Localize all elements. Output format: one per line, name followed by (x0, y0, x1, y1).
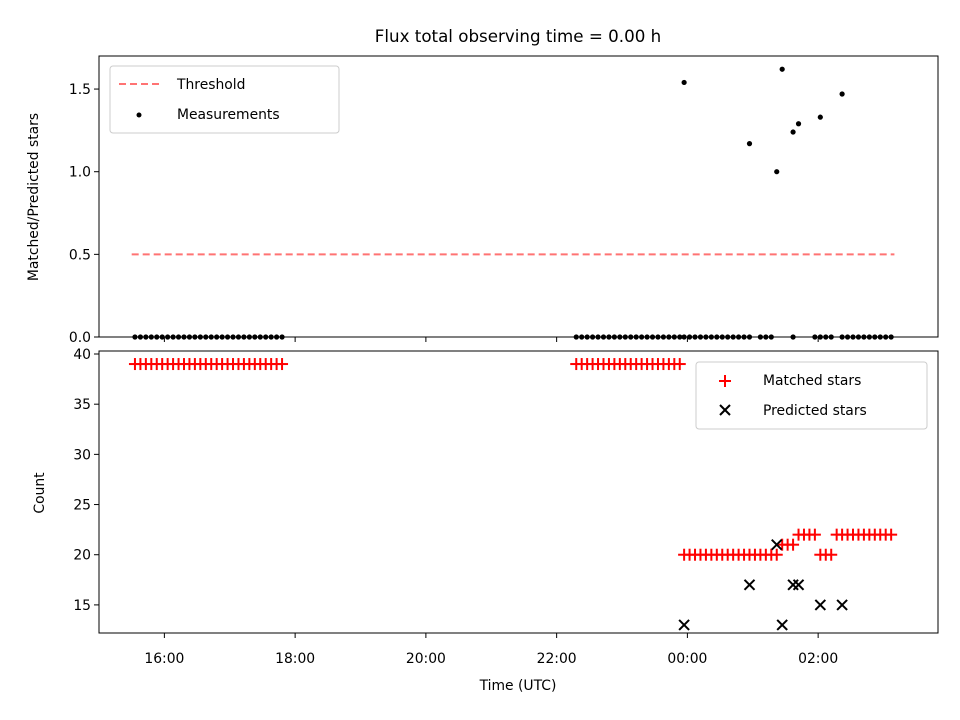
matched-star-point (825, 548, 838, 561)
top-y-tick-label: 0.5 (69, 247, 91, 263)
matched-star-points (128, 358, 898, 561)
bottom-x-tick-label: 00:00 (667, 651, 707, 667)
bottom-y-tick-label: 40 (73, 347, 91, 363)
bottom-y-tick-label: 25 (73, 498, 91, 514)
top-y-ticks: 0.0 0.5 1.0 1.5 (69, 82, 99, 346)
bottom-x-ticks: 16:00 18:00 20:00 22:00 00:00 02:00 (144, 633, 838, 667)
bottom-x-tick-label: 20:00 (406, 651, 446, 667)
predicted-star-point (814, 599, 827, 611)
predicted-star-point (678, 619, 690, 631)
x-axis-label: Time (UTC) (479, 678, 557, 694)
matched-star-point (885, 528, 898, 541)
predicted-star-point (792, 579, 805, 591)
threshold-legend-label: Threshold (176, 77, 245, 93)
bottom-y-tick-label: 20 (73, 548, 91, 564)
chart-title: Flux total observing time = 0.00 h (375, 26, 661, 46)
matched-legend-label: Matched stars (763, 373, 861, 389)
measurements-legend-label: Measurements (177, 107, 280, 123)
predicted-star-points (678, 538, 848, 631)
top-panel: Flux total observing time = 0.00 h Match… (26, 26, 939, 346)
bottom-x-tick-label: 02:00 (798, 651, 838, 667)
top-plot-frame (98, 55, 939, 338)
matched-star-point (673, 358, 686, 371)
bottom-legend-box (695, 361, 928, 430)
predicted-star-point (771, 538, 783, 551)
top-legend-box (109, 65, 340, 134)
matched-star-point (770, 548, 783, 561)
bottom-x-tick-label: 22:00 (537, 651, 577, 667)
measurement-point (779, 66, 785, 72)
bottom-y-tick-label: 15 (73, 598, 91, 614)
bottom-x-tick-label: 16:00 (144, 651, 184, 667)
predicted-star-point (743, 579, 756, 591)
top-y-tick-label: 0.0 (69, 330, 91, 346)
bottom-plot-frame (98, 350, 939, 634)
bottom-x-tick-label: 18:00 (275, 651, 315, 667)
measurement-point (746, 141, 753, 147)
bottom-y-ticks: 15 20 25 30 35 40 (73, 347, 99, 614)
measurement-point (839, 91, 845, 97)
bottom-y-axis-label: Count (32, 472, 48, 514)
bottom-y-tick-label: 30 (73, 447, 91, 463)
matched-star-point (276, 358, 289, 371)
matched-star-point (787, 538, 800, 551)
predicted-legend-swatch (719, 404, 731, 416)
predicted-star-point (836, 599, 848, 611)
top-x-ticks (163, 337, 819, 342)
measurement-point (795, 121, 802, 127)
measurement-points (132, 66, 894, 340)
measurement-point (790, 129, 796, 135)
measurement-point (681, 79, 687, 86)
measurement-point (774, 169, 780, 175)
predicted-legend-label: Predicted stars (763, 403, 867, 419)
bottom-y-tick-label: 35 (73, 397, 91, 413)
predicted-star-point (776, 619, 788, 631)
measurement-point (817, 114, 823, 120)
top-y-tick-label: 1.5 (69, 82, 91, 98)
top-legend: Threshold Measurements (109, 65, 340, 134)
measurements-legend-swatch (136, 112, 142, 118)
top-y-axis-label: Matched/Predicted stars (26, 113, 42, 281)
bottom-legend: Matched stars Predicted stars (695, 361, 928, 430)
matched-star-point (808, 528, 821, 541)
matched-legend-swatch (719, 375, 731, 387)
bottom-panel: Count Time (UTC) 15 20 25 30 35 40 16:00 18:00… (32, 347, 939, 694)
top-y-tick-label: 1.0 (69, 165, 91, 181)
